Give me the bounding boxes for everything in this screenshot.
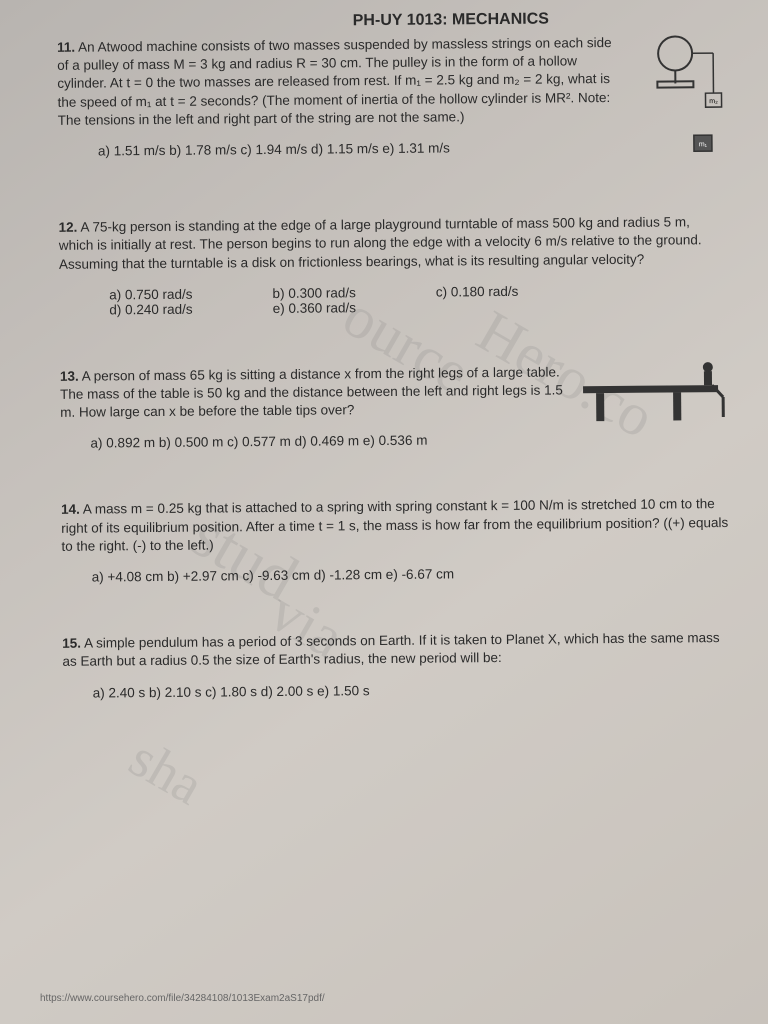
question-number: 15. — [62, 636, 81, 651]
option: c) 0.180 rad/s — [436, 284, 519, 300]
question-text: A mass m = 0.25 kg that is attached to a… — [61, 497, 728, 554]
question-text: A 75-kg person is standing at the edge o… — [59, 214, 702, 271]
option: d) 0.240 rad/s — [109, 301, 192, 317]
question-15: 15. A simple pendulum has a period of 3 … — [62, 629, 731, 700]
table-diagram — [578, 357, 734, 433]
option: b) 0.300 rad/s — [272, 285, 355, 301]
page-content: PH-UY 1013: MECHANICS 11. An Atwood mach… — [0, 0, 768, 771]
question-options: a) +4.08 cm b) +2.97 cm c) -9.63 cm d) -… — [92, 564, 730, 585]
question-number: 11. — [57, 40, 75, 55]
question-number: 13. — [60, 368, 79, 383]
question-text: A simple pendulum has a period of 3 seco… — [62, 630, 719, 669]
m2-label: m₂ — [709, 98, 718, 105]
atwood-diagram: m₂ m₁ — [635, 33, 736, 169]
question-number: 14. — [61, 502, 80, 517]
question-12: 12. A 75-kg person is standing at the ed… — [59, 213, 728, 317]
option: e) 0.360 rad/s — [273, 300, 356, 316]
question-options: a) 2.40 s b) 2.10 s c) 1.80 s d) 2.00 s … — [93, 679, 731, 700]
question-options: a) 0.892 m b) 0.500 m c) 0.577 m d) 0.46… — [90, 430, 728, 451]
question-13: 13. A person of mass 65 kg is sitting a … — [60, 362, 729, 451]
question-options: a) 0.750 rad/s b) 0.300 rad/s c) 0.180 r… — [109, 282, 727, 317]
option: a) 0.750 rad/s — [109, 286, 192, 302]
question-14: 14. A mass m = 0.25 kg that is attached … — [61, 495, 730, 584]
question-text: A person of mass 65 kg is sitting a dist… — [60, 364, 563, 420]
question-number: 12. — [59, 220, 78, 235]
page-title: PH-UY 1013: MECHANICS — [177, 9, 725, 32]
question-options: a) 1.51 m/s b) 1.78 m/s c) 1.94 m/s d) 1… — [98, 138, 726, 158]
question-text: An Atwood machine consists of two masses… — [57, 35, 612, 128]
m1-label: m₁ — [699, 141, 708, 148]
footer-url: https://www.coursehero.com/file/34284108… — [40, 993, 325, 1004]
question-11: 11. An Atwood machine consists of two ma… — [57, 33, 726, 159]
